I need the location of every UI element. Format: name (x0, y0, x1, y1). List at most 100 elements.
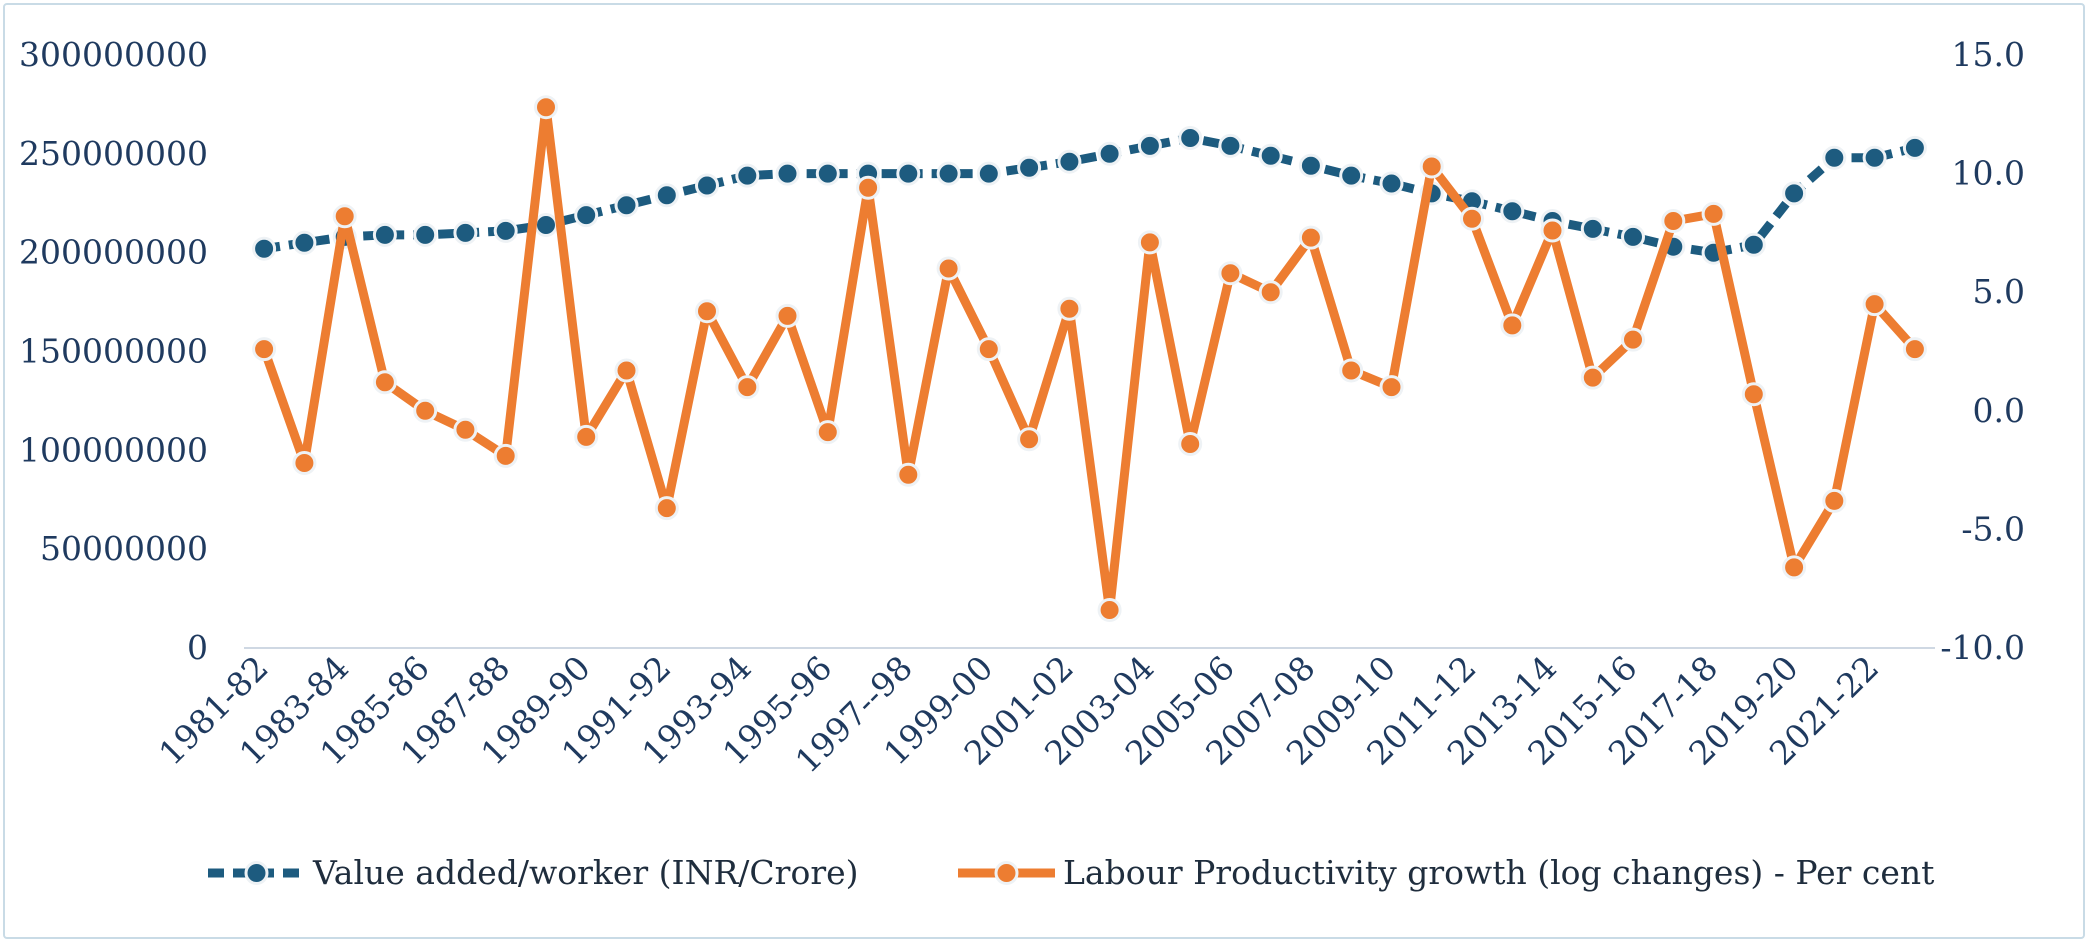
series-2-point (976, 337, 1001, 362)
right-axis-tick-label: 15.0 (1952, 35, 2025, 74)
series-2-point (614, 358, 639, 383)
legend-label-2: Labour Productivity growth (log changes)… (1063, 853, 1934, 892)
series-2-point (493, 443, 518, 468)
series-1-point (815, 161, 840, 186)
series-1-point (1298, 153, 1323, 178)
series-2-point (534, 95, 558, 120)
series-1-point (1057, 149, 1082, 174)
series-2-point (1500, 313, 1525, 338)
left-axis-tick-label: 100000000 (19, 430, 208, 469)
legend-marker-2 (994, 861, 1019, 885)
series-1-point (574, 203, 599, 228)
series-1-point (453, 220, 478, 245)
series-2-point (252, 337, 277, 362)
series-1-point (614, 193, 639, 218)
series-2-point (1258, 280, 1283, 305)
series-2-point (1057, 296, 1082, 321)
series-2-point (1701, 201, 1726, 226)
series-1-point (1500, 199, 1525, 224)
chart-frame (3, 3, 2085, 939)
series-2-point (1017, 427, 1042, 452)
series-2-point (654, 496, 679, 521)
series-2-point (1822, 488, 1847, 513)
series-1-point (1097, 141, 1122, 166)
series-1-point (252, 236, 277, 261)
series-1-point (1218, 133, 1243, 158)
legend: Value added/worker (INR/Crore) Labour Pro… (208, 853, 1934, 892)
series-2-point (1097, 598, 1122, 622)
series-layer (252, 95, 1927, 622)
series-1-point (1822, 145, 1847, 170)
series-1-point (775, 161, 800, 186)
series-2-point (1137, 230, 1162, 255)
series-1-point (695, 173, 719, 198)
series-1-point (1862, 145, 1887, 170)
series-2-point (1379, 375, 1404, 400)
series-2-point (856, 175, 881, 200)
series-2-point (1580, 365, 1605, 390)
series-1-point (735, 163, 760, 188)
series-2-point (1339, 358, 1364, 383)
series-2-point (1460, 206, 1484, 231)
series-2-point (1178, 432, 1203, 456)
series-2-point (292, 451, 317, 475)
series-2-point (1862, 292, 1887, 317)
right-axis-tick-label: 0.0 (1973, 391, 2025, 430)
series-2-point (896, 462, 921, 487)
legend-label-1: Value added/worker (INR/Crore) (312, 853, 859, 892)
left-axis-tick-label: 150000000 (19, 332, 208, 371)
series-1-point (1621, 224, 1645, 249)
series-2-point (815, 420, 840, 445)
series-2-point (1621, 327, 1645, 352)
series-2-point (1419, 154, 1444, 179)
series-2-point (1218, 261, 1243, 286)
legend-marker-1 (244, 861, 269, 885)
series-1-point (1178, 126, 1203, 150)
series-2-point (372, 370, 397, 395)
series-1-point (1137, 133, 1162, 158)
left-axis-tick-label: 50000000 (40, 529, 208, 568)
series-2-point (332, 204, 357, 229)
series-2-point (453, 417, 478, 442)
series-line-2 (259, 102, 1920, 615)
series-1-point (413, 222, 438, 247)
series-1-point (1017, 155, 1042, 180)
series-2-point (1298, 225, 1323, 250)
series-1-point (534, 213, 558, 237)
series-1-point (1339, 163, 1364, 188)
series-1-point (1258, 143, 1283, 168)
left-axis-tick-label: 300000000 (19, 35, 208, 74)
series-2-point (735, 375, 760, 400)
series-2-point (775, 303, 800, 328)
series-1-point (1580, 216, 1605, 241)
series-1-point (493, 218, 518, 243)
left-axis-ticks: 0 50000000 100000000 150000000 200000000 2500… (19, 35, 208, 667)
series-2-point (1902, 337, 1927, 362)
x-axis-ticks: 1981-821983-841985-861987-881989-901991-… (151, 648, 1886, 780)
series-1-point (372, 222, 397, 247)
right-axis-tick-label: 5.0 (1973, 272, 2025, 311)
left-axis-tick-label: 0 (187, 628, 208, 667)
series-2-point (413, 398, 438, 423)
series-2-point (1661, 209, 1686, 233)
left-axis-tick-label: 200000000 (19, 233, 208, 272)
series-1-point (1902, 135, 1927, 160)
series-2-point (1540, 218, 1565, 243)
series-1-point (654, 183, 679, 208)
right-axis-tick-label: 10.0 (1952, 154, 2025, 193)
right-axis-tick-label: -10.0 (1940, 628, 2025, 667)
series-1-point (1379, 171, 1404, 196)
series-2-point (574, 424, 599, 449)
left-axis-tick-label: 250000000 (19, 134, 208, 173)
series-2-point (1782, 555, 1807, 580)
series-2-point (936, 256, 961, 281)
series-1-point (976, 161, 1001, 186)
series-1-point (936, 161, 961, 186)
series-1-point (1782, 181, 1807, 206)
series-2-point (695, 299, 719, 324)
series-1-point (896, 161, 921, 186)
right-axis-ticks: -10.0 -5.0 0.0 5.0 10.0 15.0 (1940, 35, 2025, 667)
right-axis-tick-label: -5.0 (1961, 509, 2025, 548)
series-1-point (1741, 232, 1766, 257)
